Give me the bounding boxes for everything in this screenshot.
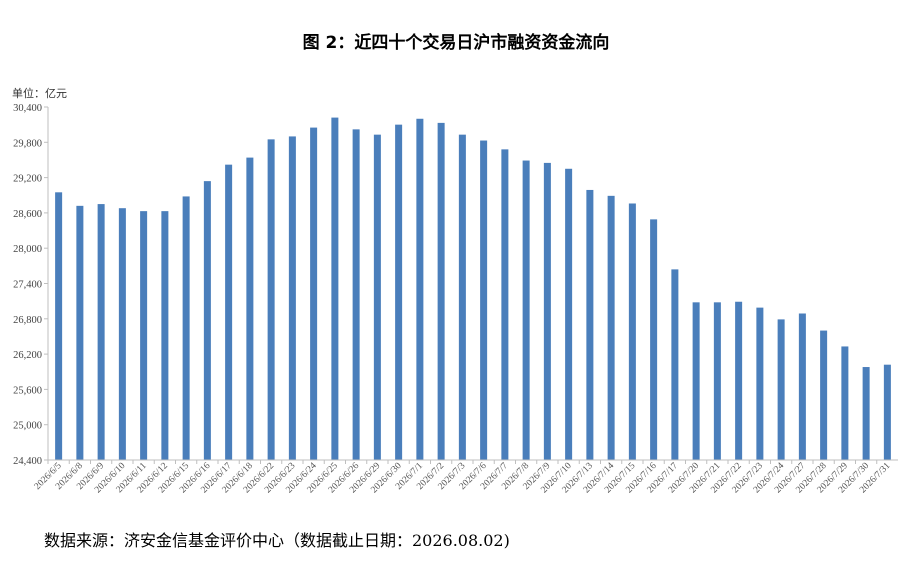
bar (841, 346, 849, 460)
bar (692, 302, 700, 460)
bar (140, 211, 148, 460)
bar (97, 204, 105, 460)
bar (586, 189, 594, 460)
bar (862, 367, 870, 460)
y-tick-label: 30,400 (13, 103, 42, 114)
bar (543, 162, 551, 460)
bar (713, 302, 721, 460)
bar (777, 319, 785, 460)
bars (55, 117, 891, 461)
bar (798, 313, 806, 460)
y-tick-label: 24,400 (13, 456, 42, 467)
bar (565, 168, 573, 460)
bar (395, 124, 403, 461)
bar (501, 149, 509, 461)
y-tick-label: 26,800 (13, 315, 42, 326)
bar (225, 164, 233, 460)
y-tick-label: 27,400 (13, 280, 42, 291)
bar (55, 192, 63, 460)
bar (671, 269, 679, 460)
bar (161, 211, 169, 460)
y-tick-label: 28,000 (13, 244, 42, 255)
bar (820, 330, 828, 460)
y-tick-label: 26,200 (13, 350, 42, 361)
bar (416, 118, 424, 461)
bar (522, 160, 530, 461)
bar (735, 301, 743, 460)
bar (182, 196, 190, 460)
bar (628, 203, 636, 461)
bar (480, 140, 488, 460)
bar (76, 205, 84, 460)
x-axis: 2026/6/52026/6/82026/6/92026/6/102026/6/… (33, 459, 898, 495)
y-tick-label: 25,600 (13, 385, 42, 396)
bar (458, 134, 466, 460)
bar (288, 136, 296, 461)
bar (246, 157, 254, 460)
bar (373, 134, 381, 460)
y-tick-label: 28,600 (13, 209, 42, 220)
source-note: 数据来源：济安金信基金评价中心（数据截止日期：2026.08.02) (44, 531, 510, 550)
y-tick-label: 29,800 (13, 138, 42, 149)
y-tick-label: 29,200 (13, 174, 42, 185)
y-axis: 24,400 25,000 25,600 26,200 26,800 27,400 28,0… (13, 103, 49, 467)
bar (756, 307, 764, 460)
bar (331, 117, 339, 460)
y-tick-label: 25,000 (13, 421, 42, 432)
bar (203, 181, 211, 460)
bar (883, 364, 891, 460)
chart-title: 图 2：近四十个交易日沪市融资资金流向 (302, 33, 610, 53)
unit-label: 单位：亿元 (12, 87, 67, 100)
bar (267, 139, 275, 461)
bar (310, 127, 318, 460)
bar (650, 219, 658, 460)
bar (118, 208, 126, 460)
bar (352, 129, 360, 461)
bar (437, 122, 445, 460)
bar (607, 195, 615, 460)
